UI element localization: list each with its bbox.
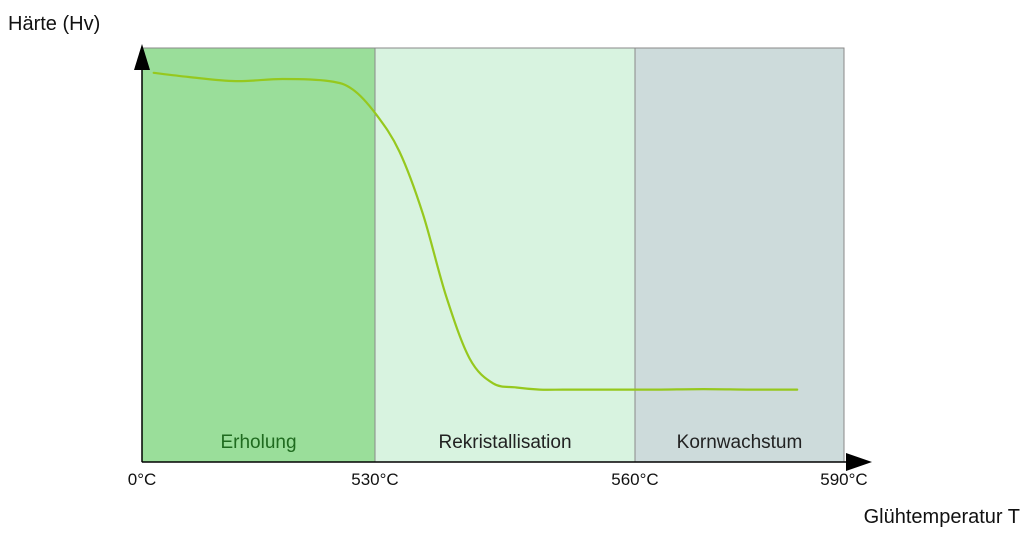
x-tick-label-3: 590°C [820,470,867,489]
x-tick-label-0: 0°C [128,470,157,489]
region-1 [374,47,636,463]
region-0 [141,47,376,463]
hardness-curve [152,71,799,391]
x-tick-label-2: 560°C [611,470,658,489]
y-axis-arrow [134,44,150,70]
x-axis-label: Glühtemperatur T [864,506,1020,528]
region-backgrounds [141,47,845,463]
region-labels: Erholung Rekristallisation Kornwachstum [220,432,802,453]
region-label-1: Rekristallisation [438,432,571,453]
region-label-2: Kornwachstum [677,432,803,453]
y-axis-label: Härte (Hv) [8,13,100,35]
region-label-0: Erholung [220,432,296,453]
x-axis-arrow [846,453,872,471]
axes [134,44,872,471]
x-tick-labels: 0°C 530°C 560°C 590°C [128,470,868,489]
x-tick-label-1: 530°C [351,470,398,489]
region-2 [634,47,845,463]
